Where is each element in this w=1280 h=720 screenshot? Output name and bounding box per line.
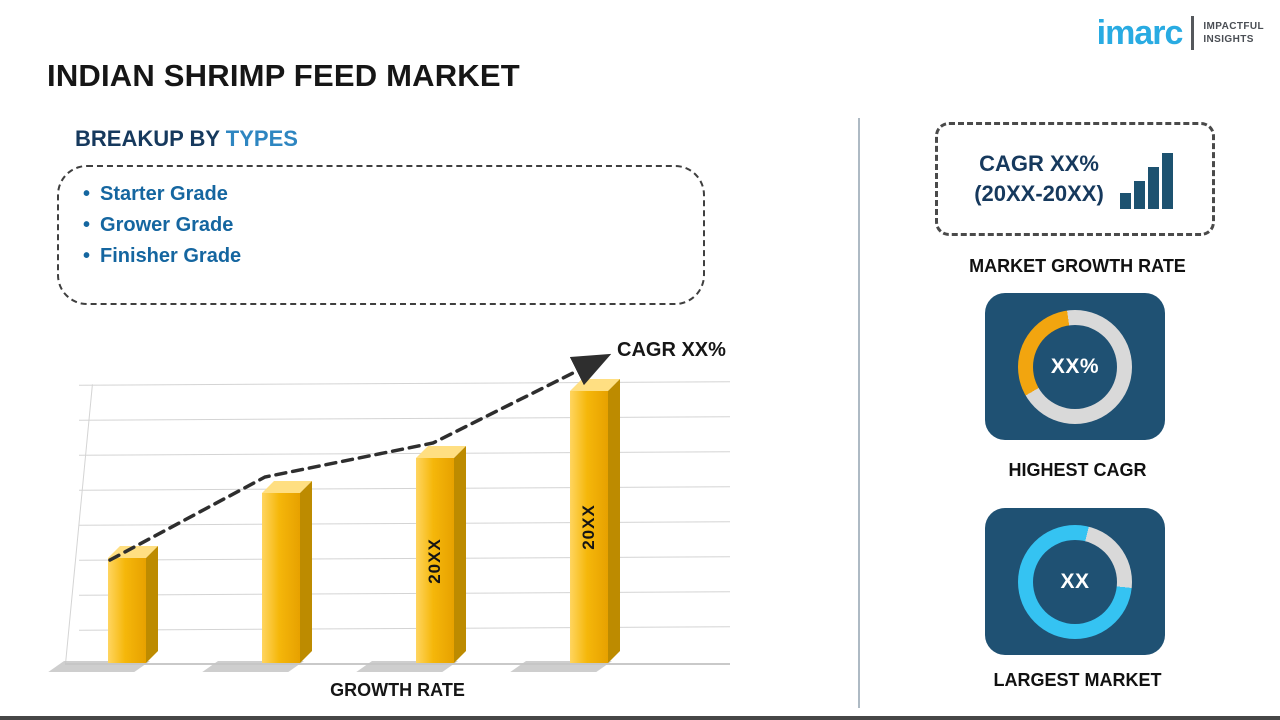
list-item: • Finisher Grade (83, 241, 679, 272)
bar: 20XX (356, 446, 466, 672)
highest-cagr-value: XX% (1033, 324, 1117, 409)
bar-chart: 20XX 20XX CAGR XX% (48, 339, 730, 675)
bullet-icon: • (83, 214, 91, 236)
market-growth-caption: MARKET GROWTH RATE (969, 256, 1186, 276)
breakup-heading-highlight: TYPES (225, 126, 298, 151)
largest-market-tile: XX (985, 508, 1165, 655)
bar-label: 20XX (579, 504, 598, 550)
bullet-icon: • (83, 245, 91, 267)
list-item: • Grower Grade (83, 210, 679, 241)
list-item-label: Grower Grade (100, 214, 234, 236)
bar (48, 546, 158, 672)
bar-side-face (608, 379, 620, 663)
cagr-box-line1: CAGR XX% (979, 151, 1099, 177)
bar-side-face (146, 546, 158, 663)
breakup-heading: BREAKUP BY TYPES (75, 126, 298, 152)
imarc-logo-text: imarc (1096, 14, 1184, 52)
logo-tagline-line1: IMPACTFUL (1203, 20, 1264, 32)
vertical-divider (858, 118, 860, 708)
bar (202, 481, 312, 672)
breakup-heading-prefix: BREAKUP BY (75, 126, 226, 151)
logo-divider (1191, 16, 1195, 50)
x-axis-label: GROWTH RATE (330, 680, 465, 700)
types-box: • Starter Grade • Grower Grade • Finisher G… (57, 165, 705, 305)
bar-group: 20XX 20XX (48, 345, 730, 675)
bar-side-face (300, 481, 312, 663)
cagr-box: CAGR XX% (20XX-20XX) (935, 122, 1215, 236)
page-title: INDIAN SHRIMP FEED MARKET (47, 58, 520, 93)
bar-front-face (262, 493, 300, 663)
largest-market-value: XX (1033, 539, 1117, 624)
bar-side-face (454, 446, 466, 663)
largest-market-caption: LARGEST MARKET (993, 670, 1162, 690)
cagr-box-text: CAGR XX% (20XX-20XX) (974, 149, 1104, 208)
logo-tagline: IMPACTFUL INSIGHTS (1203, 20, 1264, 47)
list-item-label: Starter Grade (100, 183, 228, 205)
bottom-edge (0, 716, 1280, 720)
bullet-icon: • (83, 183, 91, 205)
imarc-logo: imarc IMPACTFUL INSIGHTS (1097, 16, 1264, 50)
cagr-box-line2: (20XX-20XX) (974, 181, 1104, 206)
donut-chart-largest-market: XX (1018, 524, 1132, 639)
bar-front-face (108, 558, 146, 663)
bar-chart-icon (1119, 153, 1173, 209)
list-item-label: Finisher Grade (100, 245, 242, 267)
bar: 20XX (510, 379, 620, 672)
logo-tagline-line2: INSIGHTS (1203, 34, 1254, 45)
highest-cagr-caption: HIGHEST CAGR (1008, 460, 1147, 480)
donut-chart-highest-cagr: XX% (1018, 309, 1132, 424)
list-item: • Starter Grade (83, 179, 679, 210)
highest-cagr-tile: XX% (985, 293, 1165, 440)
bar-label: 20XX (425, 537, 444, 584)
cagr-annotation: CAGR XX% (617, 339, 726, 361)
